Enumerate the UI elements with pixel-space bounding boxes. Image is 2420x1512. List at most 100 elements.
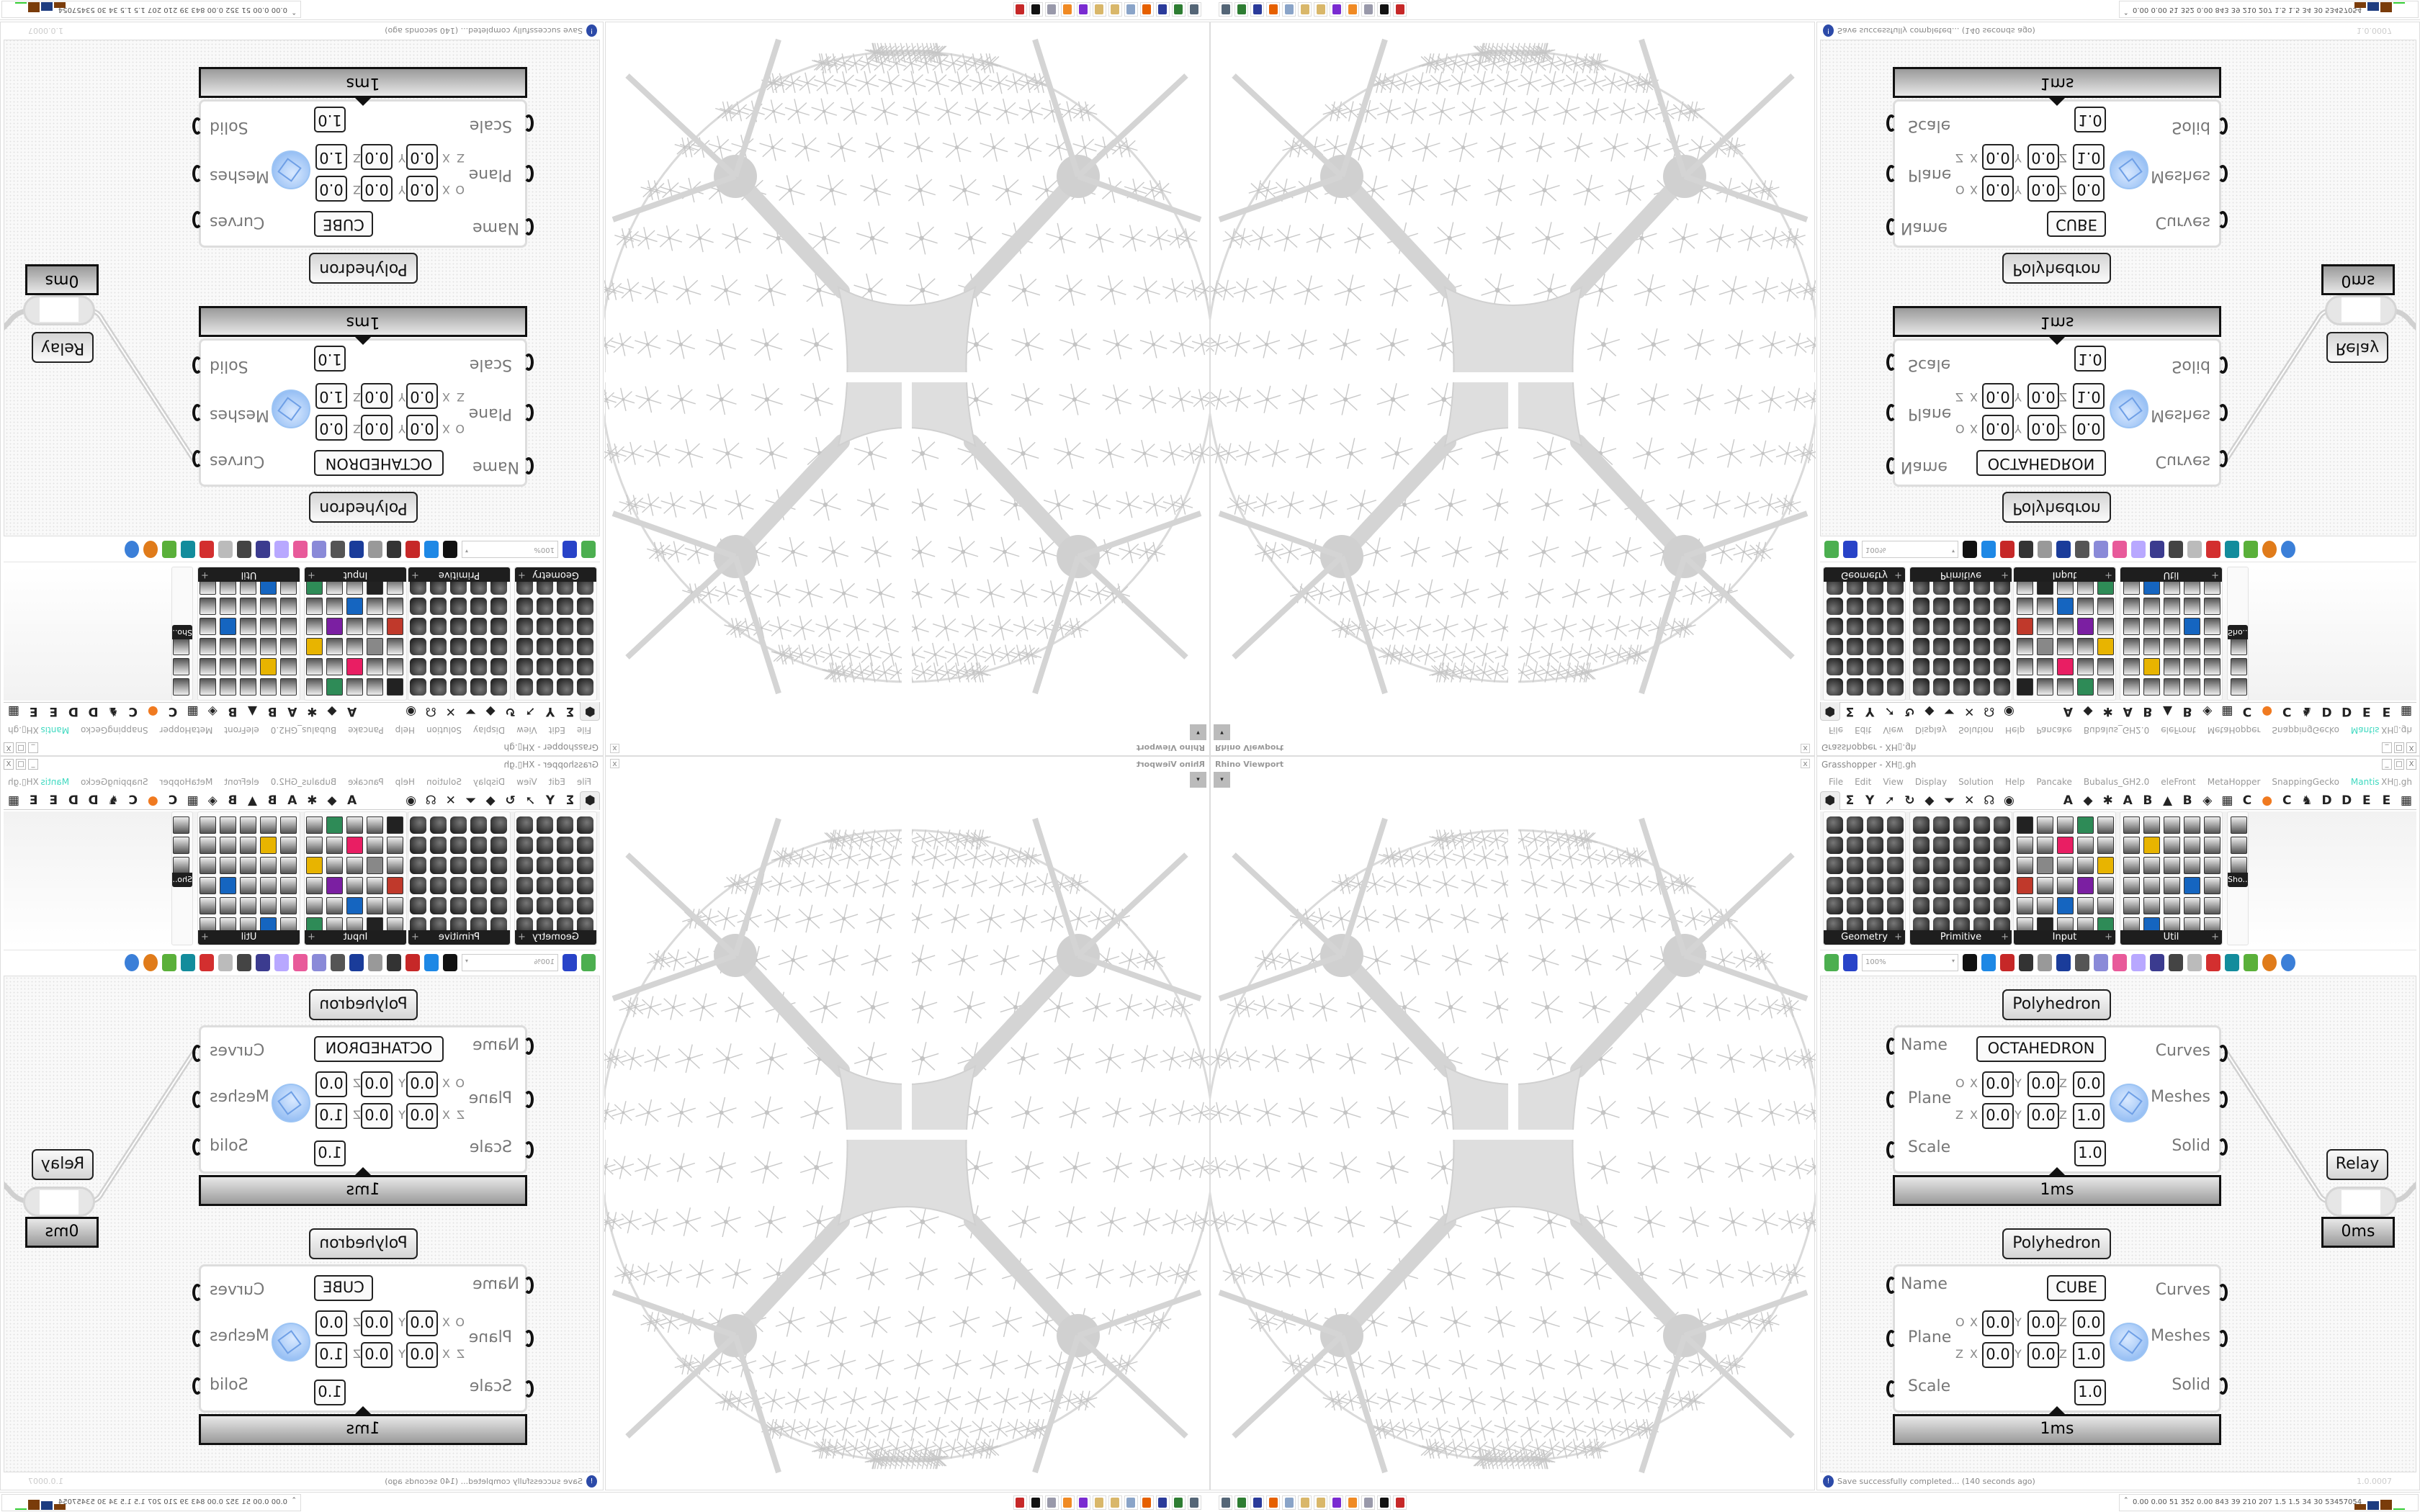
taskbar-paint-icon[interactable] [1108, 2, 1122, 17]
component-icon[interactable] [1973, 658, 1990, 675]
tab-13[interactable]: D [88, 704, 99, 719]
component-icon[interactable] [1913, 877, 1930, 894]
menu-mantis[interactable]: Mantis [40, 777, 70, 787]
component-icon[interactable] [387, 837, 403, 854]
component-icon[interactable] [2017, 816, 2033, 834]
expand-icon[interactable]: + [518, 932, 526, 942]
tab-icon[interactable]: ◆ [1924, 704, 1935, 719]
close-icon[interactable]: x [1801, 744, 1810, 753]
green-icon[interactable] [2244, 953, 2258, 971]
taskbar-terminal-app-icon[interactable] [1172, 1495, 1186, 1510]
polyhedron-component[interactable]: Name Plane Scale CUBE O Z X 0.0 X 0.0 Y 0.0 Y 0.0 Z 0.0… [1886, 1264, 2228, 1413]
component-icon[interactable] [430, 877, 447, 894]
palette-group-label[interactable]: Primitive + [408, 930, 510, 945]
output-grip[interactable] [192, 1045, 202, 1062]
input-grip[interactable] [524, 404, 534, 421]
component-icon[interactable] [2143, 678, 2160, 696]
component-icon[interactable] [2077, 857, 2094, 874]
email-icon[interactable] [2038, 953, 2052, 971]
zoom-extents-icon[interactable] [1963, 953, 1977, 971]
menu-snappinggecko[interactable]: SnappingGecko [81, 725, 148, 735]
rhino-viewport[interactable]: Rhino Viewport x ▾ [1210, 756, 1816, 1490]
component-icon[interactable] [450, 678, 467, 696]
palette-group-label[interactable]: Geometry + [1824, 567, 1905, 582]
blue-sphere-icon[interactable] [2281, 541, 2295, 559]
menu-elefront[interactable]: eleFront [2161, 777, 2196, 787]
component-icon[interactable] [1933, 638, 1950, 655]
menu-solution[interactable]: Solution [1958, 725, 1994, 735]
component-icon[interactable] [2123, 618, 2140, 635]
component-icon[interactable] [1887, 638, 1904, 655]
orange-sphere-icon[interactable] [143, 953, 158, 971]
wireframe-icon[interactable] [218, 953, 233, 971]
taskbar-scroll-doc-icon[interactable] [1045, 2, 1059, 17]
component-icon[interactable] [2017, 678, 2033, 696]
expand-icon[interactable]: + [201, 570, 209, 580]
maximize-button[interactable]: □ [2394, 759, 2404, 770]
taskbar-paint-2-icon[interactable] [1093, 1495, 1106, 1510]
component-icon[interactable] [537, 816, 553, 834]
component-icon[interactable] [450, 897, 467, 914]
orange-sphere-icon[interactable] [143, 541, 158, 559]
taskbar-paint-2-icon[interactable] [1314, 1495, 1327, 1510]
palette-group-label[interactable]: Sho... [2228, 873, 2250, 887]
tab-11[interactable]: C [2282, 704, 2292, 719]
tab-11[interactable]: C [128, 793, 138, 808]
viewport-dropdown[interactable]: ▾ [1190, 772, 1206, 788]
close-button[interactable]: X [2406, 759, 2416, 770]
menu-elefront[interactable]: eleFront [224, 777, 259, 787]
component-icon[interactable] [2184, 857, 2200, 874]
coord-field-normal[interactable]: 1.0 [2073, 383, 2105, 409]
tab-11[interactable]: C [128, 704, 138, 719]
component-icon[interactable] [1847, 816, 1863, 834]
component-icon[interactable] [2123, 816, 2140, 834]
palette-group-label[interactable]: Input + [305, 930, 406, 945]
tab-17[interactable]: ▦ [7, 793, 20, 808]
component-icon[interactable] [410, 877, 426, 894]
component-icon[interactable] [1973, 816, 1990, 834]
component-icon[interactable] [470, 658, 487, 675]
component-icon[interactable] [346, 638, 363, 655]
close-button[interactable]: X [2406, 742, 2416, 753]
component-icon[interactable] [2037, 897, 2053, 914]
component-icon[interactable] [2143, 618, 2160, 635]
preview-eye-icon[interactable] [1981, 953, 1996, 971]
blue-sphere-icon[interactable] [125, 541, 139, 559]
coord-field-origin[interactable]: 0.0 [1982, 1071, 2014, 1097]
component-icon[interactable] [577, 678, 593, 696]
preview-eye-icon[interactable] [424, 953, 439, 971]
component-icon[interactable] [200, 877, 216, 894]
component-icon[interactable] [1953, 618, 1970, 635]
component-icon[interactable] [2231, 658, 2247, 675]
email-icon[interactable] [368, 953, 382, 971]
menu-view[interactable]: View [516, 725, 537, 735]
component-icon[interactable] [2143, 877, 2160, 894]
component-icon[interactable] [1933, 837, 1950, 854]
output-grip[interactable] [2218, 404, 2228, 421]
polyhedron-component[interactable]: Name Plane Scale OCTAHEDRON O Z X 0.0 X 0.0 Y 0.0 Y 0… [192, 1025, 534, 1174]
component-icon[interactable] [1887, 857, 1904, 874]
input-grip[interactable] [524, 165, 534, 182]
tab-1[interactable]: ◆ [2083, 704, 2093, 719]
component-icon[interactable] [346, 678, 363, 696]
component-icon[interactable] [2204, 857, 2220, 874]
taskbar-paint-2-icon[interactable] [1314, 2, 1327, 17]
input-grip[interactable] [1886, 114, 1896, 132]
close-icon[interactable]: x [610, 744, 619, 753]
component-icon[interactable] [1867, 857, 1883, 874]
component-icon[interactable] [2097, 837, 2114, 854]
component-icon[interactable] [516, 598, 533, 615]
component-icon[interactable] [2097, 877, 2114, 894]
coord-field-normal[interactable]: 0.0 [361, 383, 393, 409]
wires-icon[interactable] [256, 541, 270, 559]
taskbar-terminal-app-icon[interactable] [1234, 1495, 1248, 1510]
menu-elefront[interactable]: eleFront [224, 725, 259, 735]
component-icon[interactable] [2164, 877, 2180, 894]
coord-field-normal[interactable]: 0.0 [2027, 1342, 2059, 1368]
tab-8[interactable]: ▦ [187, 793, 199, 808]
coord-field-origin[interactable]: 0.0 [2073, 415, 2105, 441]
menu-help[interactable]: Help [2004, 777, 2025, 787]
component-icon[interactable] [430, 857, 447, 874]
lightbulb-icon[interactable] [2131, 953, 2146, 971]
coord-field-normal[interactable]: 0.0 [406, 383, 438, 409]
